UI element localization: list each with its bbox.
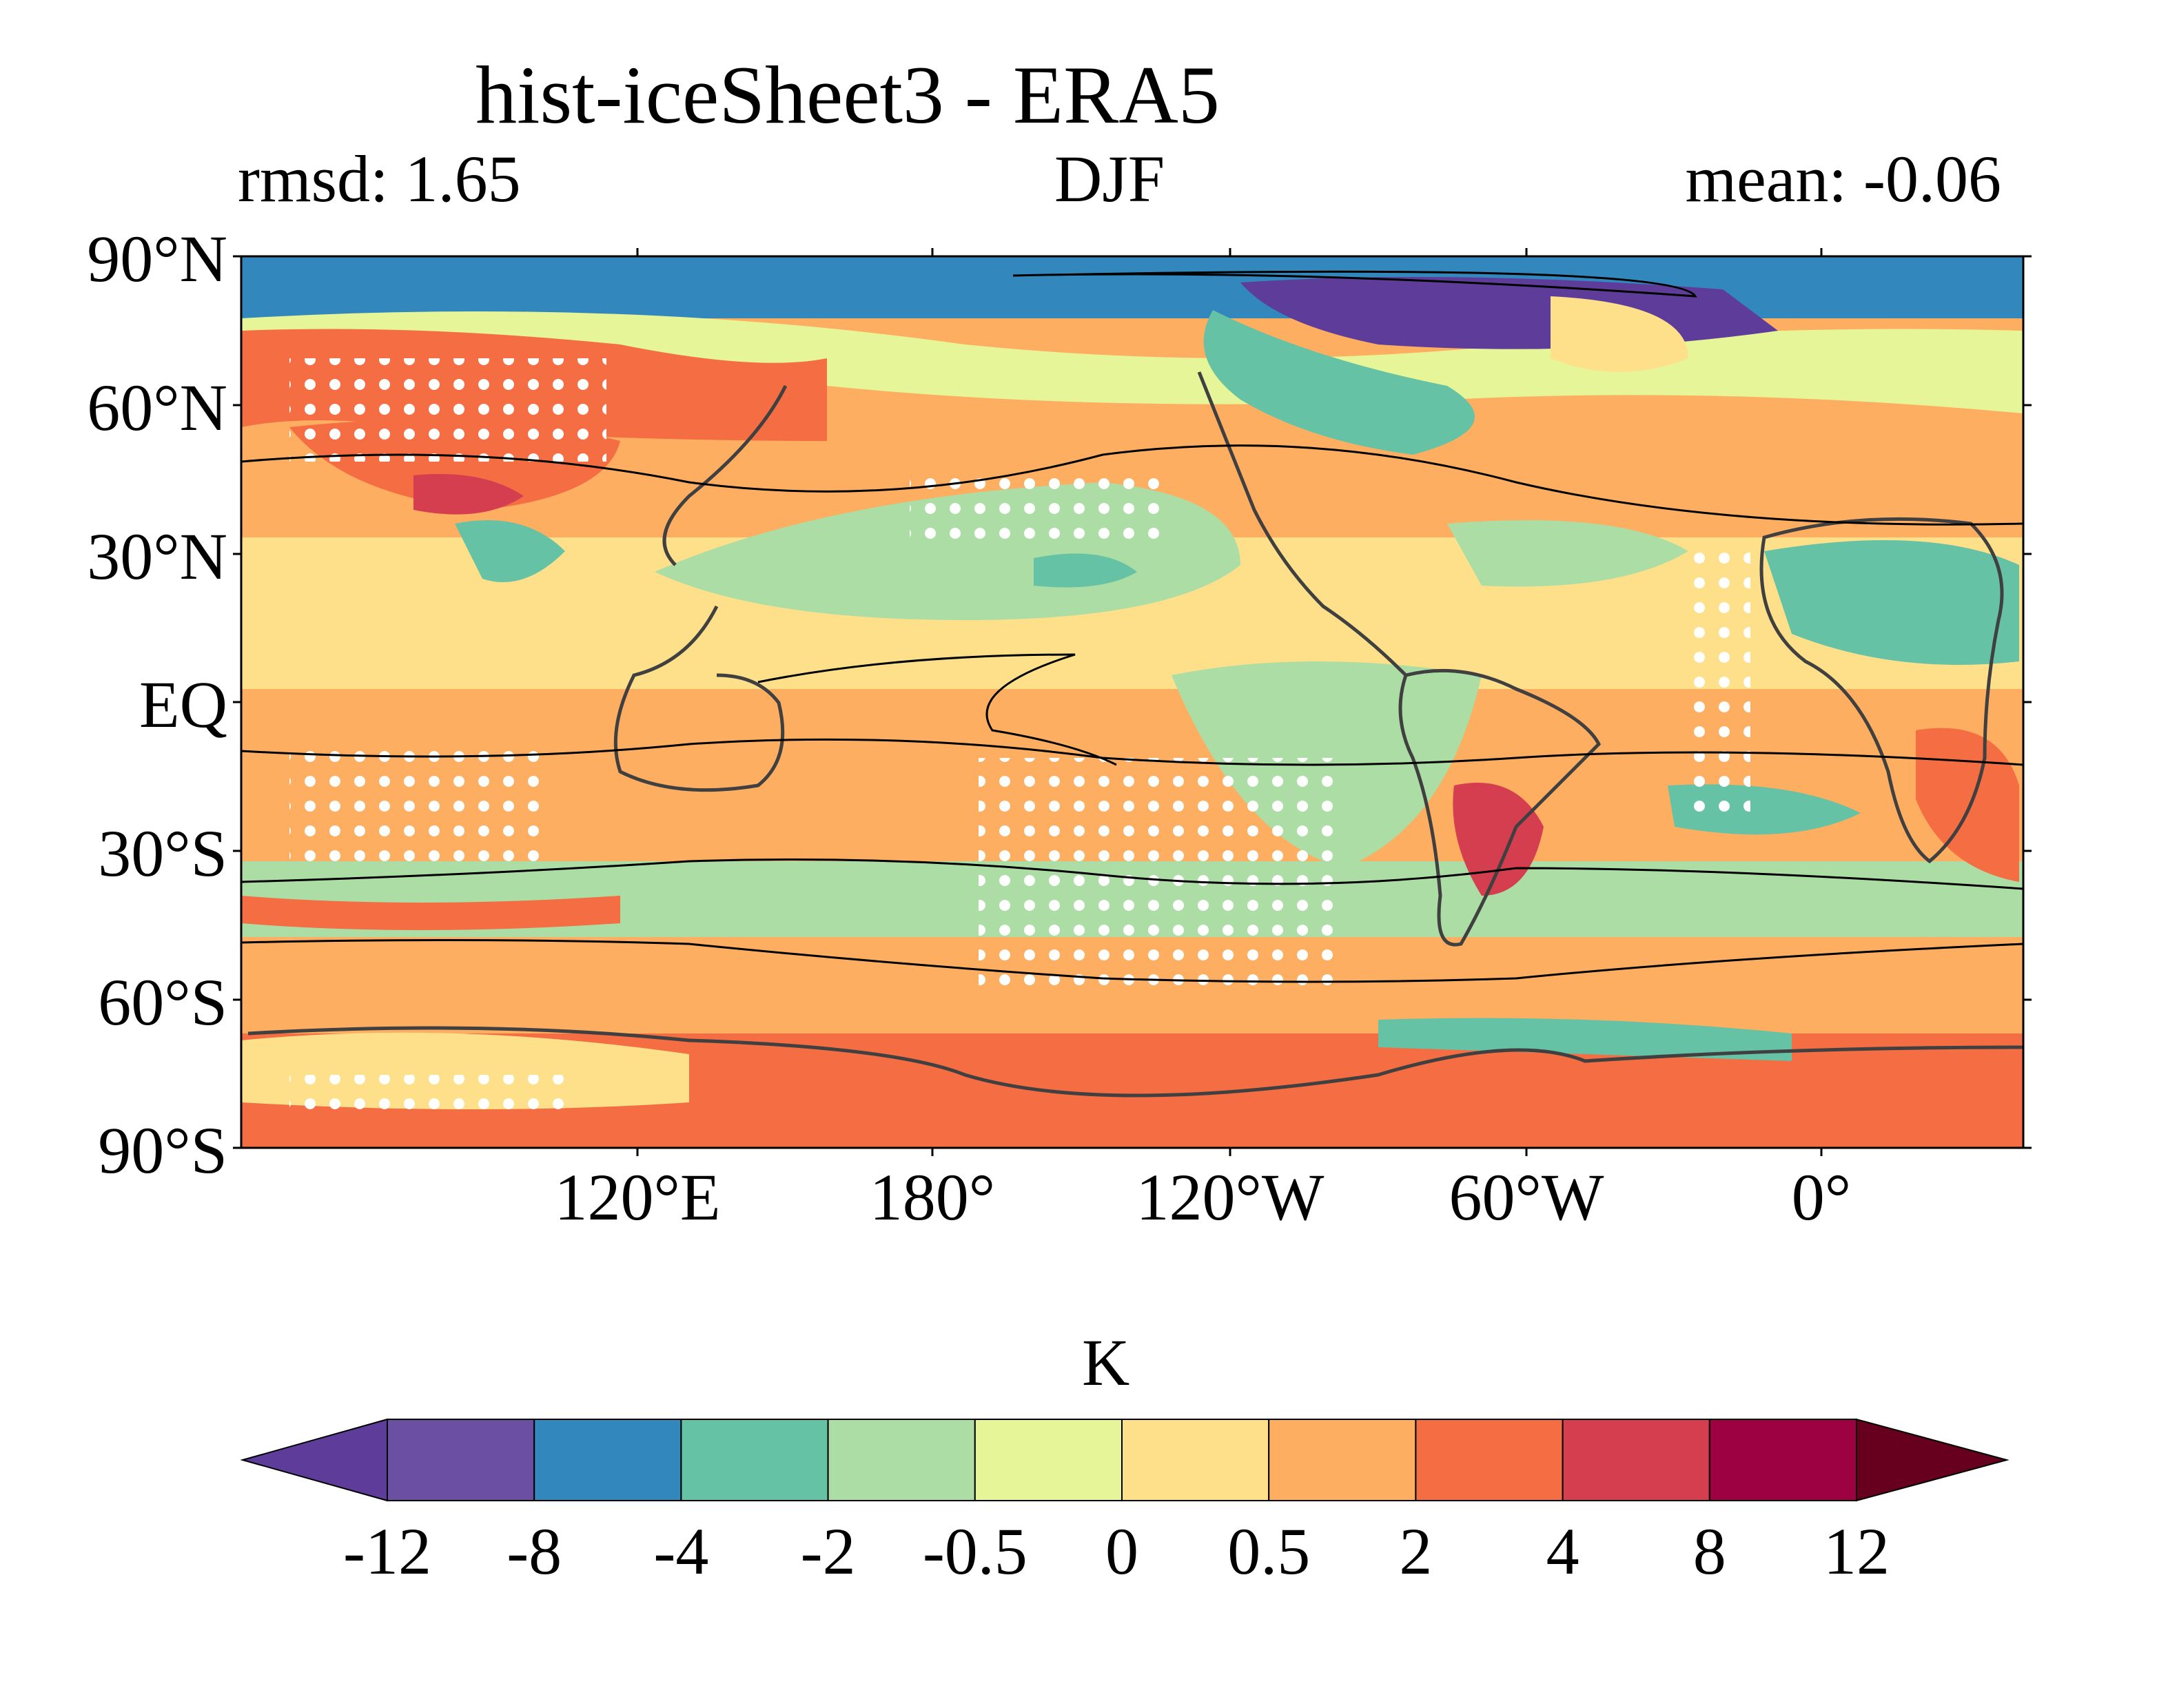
lat-tick-label: 30°N: [87, 519, 227, 593]
map-title: hist-iceSheet3 - ERA5: [475, 49, 1220, 141]
colorbar-tick-label: 0: [1105, 1514, 1138, 1588]
colorbar-tick-label: -8: [507, 1514, 562, 1588]
map-ticks: [233, 248, 2032, 1156]
lat-tick-label: 60°S: [98, 965, 227, 1039]
colorbar-segment: [1268, 1419, 1417, 1501]
colorbar-tick-label: -4: [653, 1514, 709, 1588]
lat-tick-label: 90°N: [87, 222, 227, 296]
colorbar-segment: [387, 1419, 535, 1501]
lon-tick-label: 60°W: [1449, 1160, 1604, 1234]
map-field: [241, 256, 2023, 1148]
colorbar-segment: [827, 1419, 976, 1501]
lon-tick-label: 120°E: [554, 1160, 721, 1234]
colorbar-unit-label: K: [1082, 1326, 1130, 1399]
colorbar-tick-label: 0.5: [1227, 1514, 1311, 1588]
colorbar-segment: [974, 1419, 1123, 1501]
lon-tick-label: 0°: [1791, 1160, 1852, 1234]
colorbar-tick-label: 12: [1823, 1514, 1890, 1588]
colorbar-extend-low: [240, 1418, 388, 1502]
lon-tick-label: 180°: [869, 1160, 996, 1234]
colorbar-tick-label: -0.5: [922, 1514, 1027, 1588]
colorbar-segment: [1415, 1419, 1564, 1501]
rmsd-label: rmsd: 1.65: [238, 142, 521, 216]
colorbar-extend-high: [1856, 1418, 2010, 1502]
mean-label: mean: -0.06: [1685, 142, 2001, 216]
colorbar-segment: [533, 1419, 682, 1501]
colorbar-tick-label: 8: [1693, 1514, 1726, 1588]
season-label: DJF: [1054, 142, 1165, 216]
colorbar-segment: [680, 1419, 829, 1501]
colorbar: [240, 1418, 2010, 1502]
lat-tick-label: 60°N: [87, 371, 227, 444]
colorbar-segment: [1562, 1419, 1710, 1501]
colorbar-tick-label: -2: [800, 1514, 856, 1588]
lat-tick-label: EQ: [139, 668, 227, 741]
colorbar-tick-label: 2: [1399, 1514, 1433, 1588]
colorbar-tick-label: -12: [343, 1514, 431, 1588]
lat-tick-label: 90°S: [98, 1113, 227, 1187]
colorbar-segment: [1121, 1419, 1270, 1501]
colorbar-tick-label: 4: [1546, 1514, 1579, 1588]
lon-tick-label: 120°W: [1136, 1160, 1325, 1234]
colorbar-segment: [1708, 1419, 1858, 1501]
lat-tick-label: 30°S: [98, 816, 227, 890]
